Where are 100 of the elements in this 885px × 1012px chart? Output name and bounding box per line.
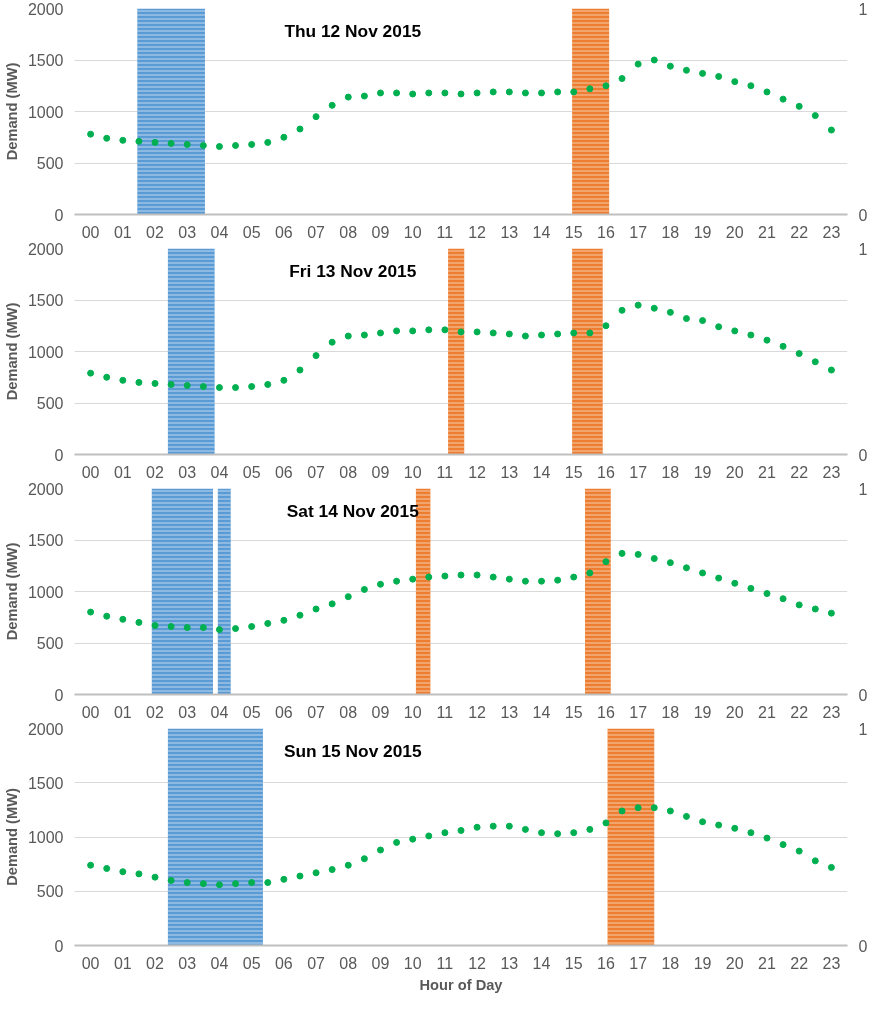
point: [393, 89, 401, 97]
point: [779, 595, 787, 603]
point: [264, 619, 272, 627]
point: [570, 88, 578, 96]
x-tick-label: 07: [307, 954, 326, 972]
point: [376, 329, 384, 337]
point: [457, 90, 465, 98]
point: [570, 329, 578, 337]
point: [409, 575, 417, 583]
point: [103, 864, 111, 872]
point: [489, 329, 497, 337]
x-tick-label: 22: [790, 223, 809, 241]
point: [199, 880, 207, 888]
x-tick-label: 14: [532, 223, 551, 241]
point: [425, 573, 433, 581]
x-tick-label: 05: [242, 703, 261, 721]
point: [312, 869, 320, 877]
x-tick-label: 04: [210, 463, 229, 481]
point: [280, 133, 288, 141]
x-tick-label: 03: [178, 223, 197, 241]
point: [87, 861, 95, 869]
point: [393, 577, 401, 585]
point: [666, 308, 674, 316]
point: [666, 807, 674, 815]
x-tick-label: 22: [790, 463, 809, 481]
point: [795, 601, 803, 609]
point: [489, 573, 497, 581]
x-tick-label: 14: [532, 954, 551, 972]
point: [328, 338, 336, 346]
point: [393, 838, 401, 846]
x-tick-label: 20: [725, 703, 744, 721]
x-tick-label: 03: [178, 463, 197, 481]
x-tick-label: 00: [81, 223, 100, 241]
point: [586, 825, 594, 833]
point: [682, 812, 690, 820]
point: [586, 569, 594, 577]
point: [682, 564, 690, 572]
x-tick-label: 01: [113, 223, 132, 241]
point: [103, 134, 111, 142]
point: [811, 112, 819, 120]
point: [650, 804, 658, 812]
y2-tick-label: 0: [858, 686, 868, 704]
y2-tick-label: 1: [858, 480, 868, 498]
point: [682, 66, 690, 74]
x-tick-label: 16: [597, 703, 615, 721]
point: [763, 834, 771, 842]
point: [312, 352, 320, 360]
point: [167, 623, 175, 631]
point: [715, 821, 723, 829]
x-tick-label: 08: [339, 223, 358, 241]
x-tick-label: 22: [790, 954, 809, 972]
point: [87, 369, 95, 377]
point: [731, 579, 739, 587]
point: [103, 612, 111, 620]
point: [554, 576, 562, 584]
point: [151, 622, 159, 629]
x-tick-label: 00: [81, 703, 100, 721]
point: [634, 60, 642, 68]
y-tick-label: 1000: [27, 103, 64, 121]
point: [425, 89, 433, 97]
point: [264, 879, 272, 887]
x-tick-label: 18: [661, 463, 680, 481]
y-tick-label: 0: [54, 446, 64, 464]
point: [505, 822, 513, 830]
point: [811, 857, 819, 865]
x-tick-label: 06: [274, 223, 293, 241]
point: [699, 317, 707, 325]
x-tick-label: 11: [436, 954, 454, 972]
x-tick-label: 08: [339, 703, 358, 721]
point: [650, 555, 658, 563]
point: [344, 861, 352, 869]
point: [795, 350, 803, 358]
point: [215, 384, 223, 392]
point: [296, 366, 304, 374]
y-axis-title: Demand (MW): [3, 62, 20, 161]
point: [441, 572, 449, 580]
point: [634, 301, 642, 309]
point: [312, 113, 320, 121]
x-tick-label: 02: [146, 954, 165, 972]
point: [232, 384, 240, 392]
point: [795, 102, 803, 110]
x-tick-label: 09: [371, 223, 390, 241]
point: [715, 72, 723, 80]
point: [505, 330, 513, 338]
y-tick-label: 2000: [27, 720, 64, 738]
point: [248, 140, 256, 148]
x-tick-label: 23: [822, 703, 841, 721]
point: [538, 89, 546, 97]
y-tick-label: 500: [36, 635, 64, 652]
point: [441, 326, 449, 334]
point: [715, 323, 723, 331]
x-tick-label: 20: [725, 223, 744, 241]
x-tick-label: 14: [532, 703, 551, 721]
x-tick-label: 02: [146, 463, 165, 481]
point: [135, 137, 143, 145]
y-tick-label: 2000: [27, 240, 64, 258]
point: [715, 574, 723, 582]
x-tick-label: 15: [564, 954, 583, 972]
point: [135, 870, 143, 878]
y-tick-label: 0: [54, 937, 64, 955]
